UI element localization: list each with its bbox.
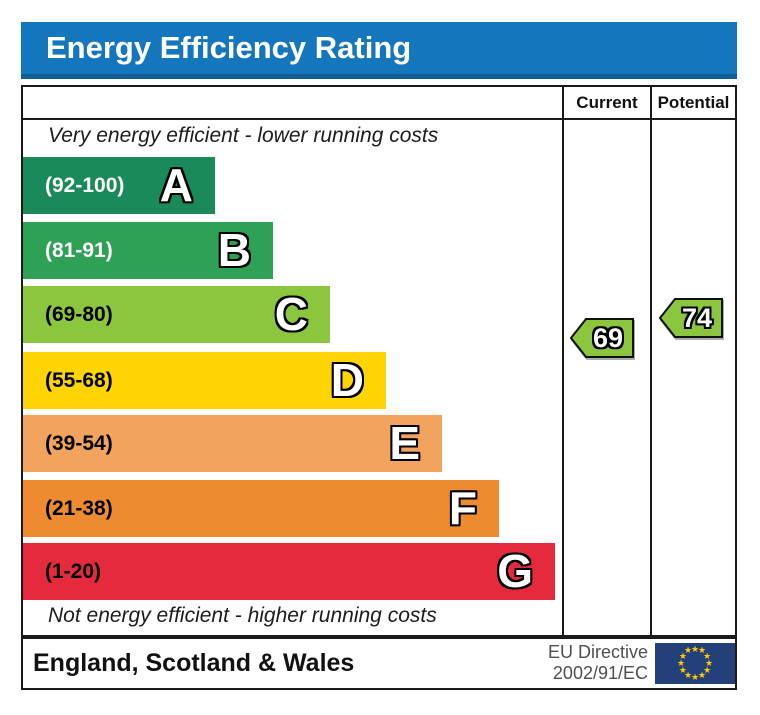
title-bar: Energy Efficiency Rating <box>21 22 737 79</box>
eu-star-icon: ★ <box>697 645 707 656</box>
band-bar-c: (69-80) C <box>23 286 330 343</box>
band-letter: G <box>497 545 533 597</box>
band-bar-f: (21-38) F <box>23 480 499 537</box>
current-column-header: Current <box>576 93 638 112</box>
rating-chart: Current Potential Very energy efficient … <box>21 85 737 637</box>
band-bar-b: (81-91) B <box>23 222 273 279</box>
band-bar-d: (55-68) D <box>23 352 386 409</box>
band-bar-e: (39-54) E <box>23 415 442 472</box>
band-letter: F <box>448 482 477 534</box>
band-range-label: (55-68) <box>45 369 113 392</box>
eu-star-icon: ★ <box>678 664 687 675</box>
potential-rating-arrow: 74 <box>659 298 723 338</box>
page-title: Energy Efficiency Rating <box>46 30 412 65</box>
current-rating-value: 69 <box>592 323 624 353</box>
band-letter: E <box>389 417 420 469</box>
band-letter: B <box>217 224 251 276</box>
eu-star-icon: ★ <box>683 645 693 656</box>
band-range-label: (21-38) <box>45 497 113 520</box>
band-bar-a: (92-100) A <box>23 157 215 214</box>
bottom-caption: Not energy efficient - higher running co… <box>48 604 437 627</box>
potential-column-divider <box>650 87 652 635</box>
eu-directive-label: EU Directive 2002/91/EC <box>548 642 648 684</box>
eu-star-icon: ★ <box>683 669 693 680</box>
eu-directive-line1: EU Directive <box>547 642 648 662</box>
band-range-label: (81-91) <box>45 239 113 262</box>
band-range-label: (39-54) <box>45 432 113 455</box>
band-range-label: (69-80) <box>45 303 113 326</box>
eu-star-icon: ★ <box>678 650 687 661</box>
top-caption: Very energy efficient - lower running co… <box>48 124 439 147</box>
band-bar-g: (1-20) G <box>23 543 555 600</box>
eu-star-icon: ★ <box>676 657 686 668</box>
footer: England, Scotland & Wales EU Directive 2… <box>21 637 737 690</box>
region-label: England, Scotland & Wales <box>33 649 355 677</box>
header-row-divider <box>23 118 735 120</box>
eu-star-icon: ★ <box>704 657 714 668</box>
band-letter: D <box>330 354 364 406</box>
current-rating-arrow: 69 <box>570 318 634 358</box>
eu-flag-icon: ★ ★ ★ ★ ★ ★ ★ ★ ★ ★ ★ ★ <box>655 643 735 684</box>
band-range-label: (92-100) <box>45 174 125 197</box>
eu-star-icon: ★ <box>697 669 707 680</box>
band-range-label: (1-20) <box>45 560 102 583</box>
band-letter: C <box>274 288 308 340</box>
eu-directive-line2: 2002/91/EC <box>552 663 648 683</box>
eu-star-icon: ★ <box>690 671 700 682</box>
potential-rating-value: 74 <box>681 303 713 333</box>
potential-column-header: Potential <box>657 93 730 112</box>
eu-star-icon: ★ <box>703 664 712 675</box>
eu-star-icon: ★ <box>690 643 700 654</box>
band-letter: A <box>159 159 193 211</box>
eu-star-icon: ★ <box>703 650 712 661</box>
current-column-divider <box>562 87 564 635</box>
